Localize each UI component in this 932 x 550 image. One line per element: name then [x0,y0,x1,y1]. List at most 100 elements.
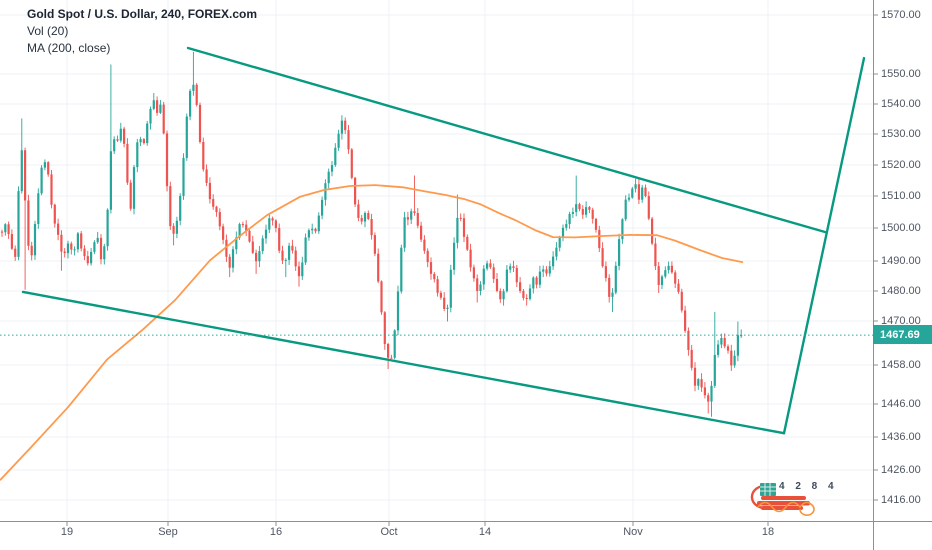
candle-body [33,224,37,256]
candle-body [578,204,581,210]
candle-body [677,283,680,292]
candle-body [222,226,225,240]
candle-body [585,207,588,215]
candle-body [172,226,175,234]
candle-body [281,250,284,261]
symbol-title[interactable]: Gold Spot / U.S. Dollar, 240, FOREX.com [27,7,258,21]
candle-body [426,250,429,263]
candle-body [410,211,413,220]
candle-body [40,167,43,194]
candle-body [552,256,555,267]
candle-body [476,278,479,291]
candle-body [202,141,205,170]
candle-body [241,224,244,226]
volume-indicator-label[interactable]: Vol (20) [27,24,69,38]
candle-body [307,230,310,238]
candle-body [182,157,185,196]
watermark-rope [757,501,815,516]
price-axis-label: 1570.00 [881,9,921,21]
candle-body [459,217,462,219]
candle-body [291,245,294,251]
time-axis-label: 14 [478,526,492,538]
candle-body [106,209,109,247]
watermark-grid-lines [760,483,776,496]
candle-body [363,213,367,222]
candle-body [598,229,601,249]
time-axis-label: 18 [761,526,775,538]
candle-body [10,234,13,249]
candle-body [436,279,439,293]
candle-body [396,291,400,331]
candle-body [548,266,551,274]
candle-body [43,162,46,168]
candle-body [416,213,419,226]
candle-body [208,182,211,200]
candle-body [37,193,40,225]
candle-body [614,265,617,293]
price-axis-label: 1520.00 [881,159,921,171]
price-axis-label: 1436.00 [881,431,921,443]
candle-body [57,223,60,235]
candle-body [245,224,248,231]
candle-body [192,84,195,91]
candle-body [532,277,535,289]
candle-body [30,245,33,256]
candle-body [90,251,93,264]
candle-body [387,344,390,358]
candle-body [350,149,353,178]
candle-body [20,150,23,192]
candle-body [330,165,334,172]
candle-body [413,211,416,214]
candle-body [707,395,710,402]
candle-body [528,288,532,299]
candle-body [423,239,426,251]
candle-body [205,169,208,183]
candle-body [70,243,73,250]
last-price-value: 1467.69 [880,328,920,341]
trendline-lower-descending[interactable] [21,290,786,435]
candle-body [482,268,485,285]
candle-body [624,199,627,220]
candle-body [697,379,700,386]
candle-body [555,247,558,257]
candle-body [317,215,320,232]
time-axis-label: 19 [60,526,74,538]
ma200-line[interactable] [0,184,744,481]
candle-body [340,120,343,134]
candle-body [86,256,89,264]
candle-body [179,195,182,221]
candle-body [304,237,307,263]
candle-body [198,104,202,142]
price-axis-label: 1510.00 [881,190,921,202]
candle-body [406,217,409,220]
candle-body [660,276,664,285]
trendline-rising-breakout[interactable] [782,56,866,435]
candle-body [297,266,301,277]
chart-legend: Gold Spot / U.S. Dollar, 240, FOREX.com … [27,6,257,57]
candle-body [146,123,149,144]
candle-body [717,344,720,355]
price-axis-label: 1540.00 [881,98,921,110]
candle-body [700,379,703,388]
candle-body [604,266,607,278]
candle-body [486,263,489,269]
candle-body [449,269,452,308]
candle-body [123,128,126,144]
candle-body [109,151,112,210]
candle-body [393,330,396,358]
candle-body [261,238,264,252]
candle-body [591,209,594,219]
candle-body [515,267,518,283]
candle-body [311,228,314,231]
ma-indicator-label[interactable]: MA (200, close) [27,41,111,55]
trendline-upper-descending[interactable] [186,46,827,234]
candle-body [156,100,159,113]
candle-body [231,249,235,268]
candle-body [334,147,337,166]
candle-body [63,251,66,254]
candle-body [383,312,386,345]
candle-body [73,249,76,251]
candle-body [142,139,145,144]
